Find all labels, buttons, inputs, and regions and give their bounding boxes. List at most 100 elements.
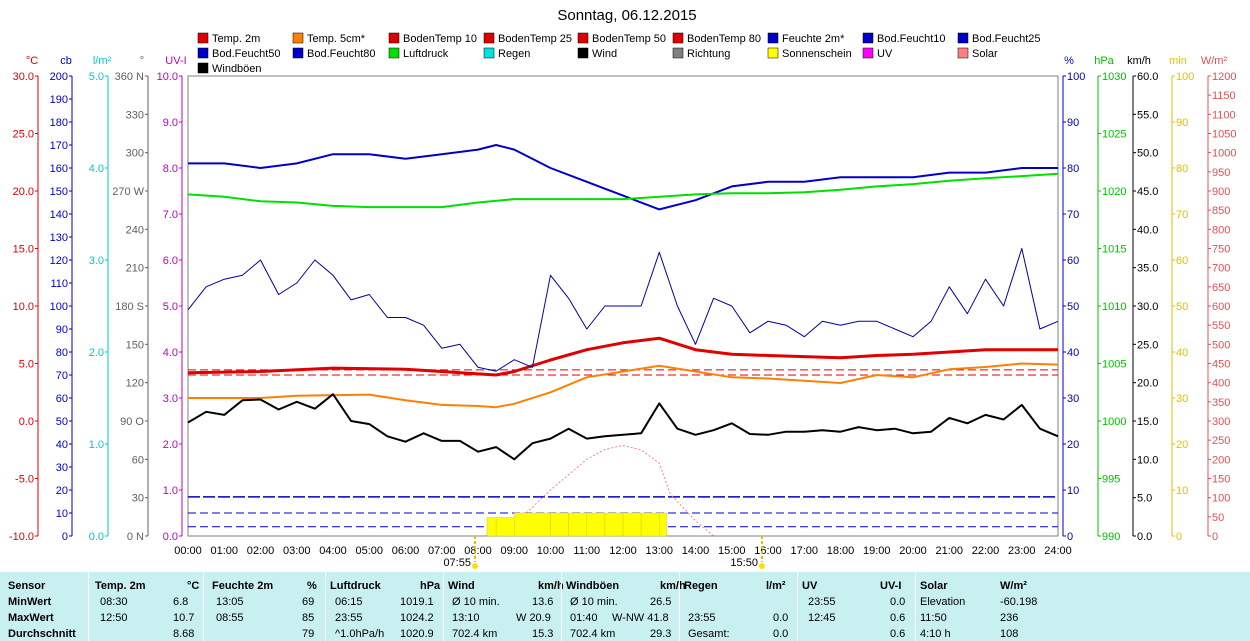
series-line-feuchte-2m- bbox=[188, 144, 1058, 211]
left-axis-label: 5.0 bbox=[19, 359, 34, 371]
right-axis-label: 60 bbox=[1067, 255, 1079, 267]
right-axis-label: 30.0 bbox=[1137, 301, 1158, 313]
left-axis-label: 90 O bbox=[120, 416, 144, 428]
left-axis-label: 10.0 bbox=[157, 71, 178, 83]
x-tick-label: 05:00 bbox=[355, 545, 383, 557]
right-axis-label: 40 bbox=[1176, 347, 1188, 359]
x-tick-label: 17:00 bbox=[790, 545, 818, 557]
left-axis-label: 25.0 bbox=[13, 129, 34, 141]
left-axis-label: 3.0 bbox=[163, 393, 178, 405]
right-axis-label: 850 bbox=[1212, 205, 1230, 217]
right-axis-label: 70 bbox=[1067, 209, 1079, 221]
stats-header: Feuchte 2m bbox=[212, 580, 274, 592]
weather-chart: Sonntag, 06.12.2015 Temp. 2m Temp. 5cm* Bo… bbox=[9, 7, 1236, 569]
left-axis-label: 0.0 bbox=[163, 531, 178, 543]
left-axis-label: 120 bbox=[126, 378, 144, 390]
right-axis-label: 100 bbox=[1212, 493, 1230, 505]
left-axis-label: 4.0 bbox=[163, 347, 178, 359]
left-axis-label: 7.0 bbox=[163, 209, 178, 221]
right-axis-label: 750 bbox=[1212, 244, 1230, 256]
x-tick-label: 23:00 bbox=[1008, 545, 1036, 557]
left-axis-label: 190 bbox=[50, 94, 68, 106]
right-axis-label: 250 bbox=[1212, 435, 1230, 447]
x-tick-label: 20:00 bbox=[899, 545, 927, 557]
stats-cell: 10.7 bbox=[173, 612, 195, 624]
x-tick-label: 01:00 bbox=[210, 545, 238, 557]
legend-label: Bod.Feucht10 bbox=[877, 33, 946, 45]
right-axis-label: 80 bbox=[1067, 163, 1079, 175]
left-axis-label: 70 bbox=[56, 370, 68, 382]
right-axis-label: 550 bbox=[1212, 320, 1230, 332]
right-axis-label: 50 bbox=[1067, 301, 1079, 313]
legend-swatch bbox=[767, 32, 779, 44]
stats-cell: 06:15 bbox=[335, 596, 363, 608]
left-axis-label: 80 bbox=[56, 347, 68, 359]
left-axis-label: 0 bbox=[62, 531, 68, 543]
sunshine-bar bbox=[495, 517, 515, 537]
x-tick-label: 12:00 bbox=[609, 545, 637, 557]
stats-cell: 26.5 bbox=[650, 596, 672, 608]
right-axis-label: 1000 bbox=[1212, 148, 1236, 160]
stats-cell: 08:30 bbox=[100, 596, 128, 608]
legend-swatch bbox=[767, 47, 779, 59]
right-axis-label: 100 bbox=[1176, 71, 1194, 83]
left-axis-label: 180 bbox=[50, 117, 68, 129]
right-axis-label: 50 bbox=[1212, 512, 1224, 524]
left-axis-unit: ° bbox=[140, 55, 144, 67]
left-axis-label: 130 bbox=[50, 232, 68, 244]
right-axis-label: 1030 bbox=[1102, 71, 1126, 83]
left-axis-label: 20.0 bbox=[13, 186, 34, 198]
stats-cell: -60.198 bbox=[1000, 596, 1038, 608]
left-axis-unit: °C bbox=[26, 55, 38, 67]
stats-header: km/h bbox=[660, 580, 686, 592]
sunshine-bar bbox=[640, 512, 660, 537]
stats-separator bbox=[679, 572, 680, 641]
left-axis-label: 170 bbox=[50, 140, 68, 152]
stats-cell: 0.6 bbox=[890, 628, 906, 640]
left-axis-label: 2.0 bbox=[89, 347, 104, 359]
left-axis-label: 150 bbox=[126, 339, 144, 351]
right-axis-unit: % bbox=[1064, 55, 1074, 67]
right-axis-label: 600 bbox=[1212, 301, 1230, 313]
legend-label: BodenTemp 10 bbox=[403, 33, 477, 45]
legend-swatch bbox=[197, 32, 209, 44]
left-axis-label: 0.0 bbox=[19, 416, 34, 428]
left-axis-label: 150 bbox=[50, 186, 68, 198]
x-tick-label: 08:00 bbox=[464, 545, 492, 557]
stats-cell: 23:55 bbox=[335, 612, 363, 624]
right-axis-label: 900 bbox=[1212, 186, 1230, 198]
stats-row-label: MaxWert bbox=[8, 612, 54, 624]
stats-cell: 702.4 km bbox=[570, 628, 616, 640]
legend-label: BodenTemp 25 bbox=[498, 33, 572, 45]
legend-swatch bbox=[577, 47, 589, 59]
left-axis-unit: UV-I bbox=[165, 55, 186, 67]
legend-swatch bbox=[292, 47, 304, 59]
stats-cell: 11:50 bbox=[920, 612, 947, 624]
right-axis-label: 450 bbox=[1212, 359, 1230, 371]
right-axis-label: 700 bbox=[1212, 263, 1230, 275]
x-tick-label: 21:00 bbox=[935, 545, 963, 557]
left-axis-unit: l/m² bbox=[93, 55, 112, 67]
stats-cell: 13.6 bbox=[532, 596, 554, 608]
legend-label: BodenTemp 80 bbox=[687, 33, 761, 45]
legend-swatch bbox=[957, 47, 969, 59]
right-axis-label: 55.0 bbox=[1137, 109, 1158, 121]
left-axis-label: 10 bbox=[56, 508, 68, 520]
left-axis-label: 15.0 bbox=[13, 244, 34, 256]
x-tick-label: 24:00 bbox=[1044, 545, 1072, 557]
right-axis-label: 1015 bbox=[1102, 244, 1126, 256]
right-axis-label: 1100 bbox=[1212, 109, 1236, 121]
right-axis-label: 5.0 bbox=[1137, 493, 1152, 505]
legend-label: Richtung bbox=[687, 48, 730, 60]
stats-header: Sensor bbox=[8, 580, 46, 592]
left-axis-label: 0 N bbox=[127, 531, 144, 543]
stats-header: % bbox=[307, 580, 317, 592]
legend-swatch bbox=[197, 47, 209, 59]
stats-cell: 12:50 bbox=[100, 612, 128, 624]
right-axis-label: 50.0 bbox=[1137, 148, 1158, 160]
stats-header: Regen bbox=[684, 580, 718, 592]
stats-separator bbox=[915, 572, 916, 641]
series-line-temp-2m bbox=[187, 336, 1058, 377]
x-tick-label: 16:00 bbox=[754, 545, 782, 557]
right-axis-label: 10.0 bbox=[1137, 454, 1158, 466]
